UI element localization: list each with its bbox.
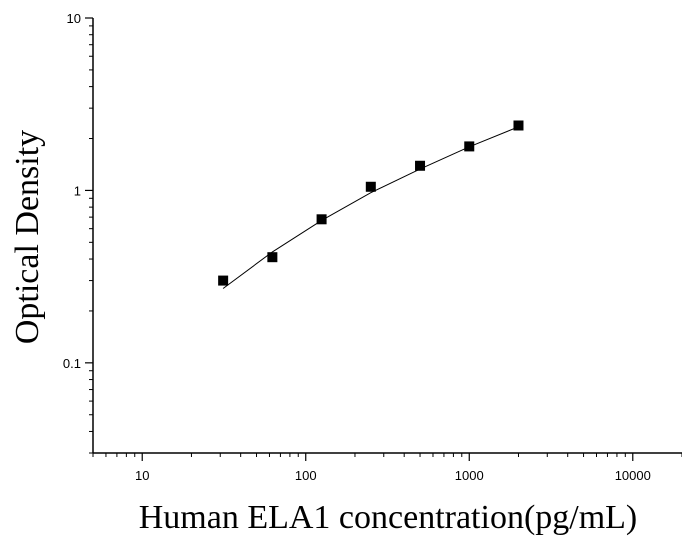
data-point <box>513 120 524 131</box>
y-axis-title: Optical Density <box>9 130 46 344</box>
y-tick-label: 1 <box>74 183 81 198</box>
x-axis-title: Human ELA1 concentration(pg/mL) <box>139 499 638 536</box>
axes <box>92 18 682 454</box>
data-point <box>267 252 278 263</box>
data-point <box>464 141 475 152</box>
ticks: 10 100 1000 10000 0.1 1 10 <box>63 11 682 483</box>
data-point <box>218 275 229 286</box>
x-tick-label: 10000 <box>615 468 651 483</box>
data-points <box>218 120 524 286</box>
x-tick-label: 100 <box>295 468 317 483</box>
x-tick-label: 1000 <box>455 468 484 483</box>
y-tick-label: 0.1 <box>63 356 81 371</box>
data-point <box>365 181 376 192</box>
data-point <box>415 160 426 171</box>
x-tick-label: 10 <box>135 468 149 483</box>
data-point <box>316 214 327 225</box>
y-tick-label: 10 <box>67 11 81 26</box>
